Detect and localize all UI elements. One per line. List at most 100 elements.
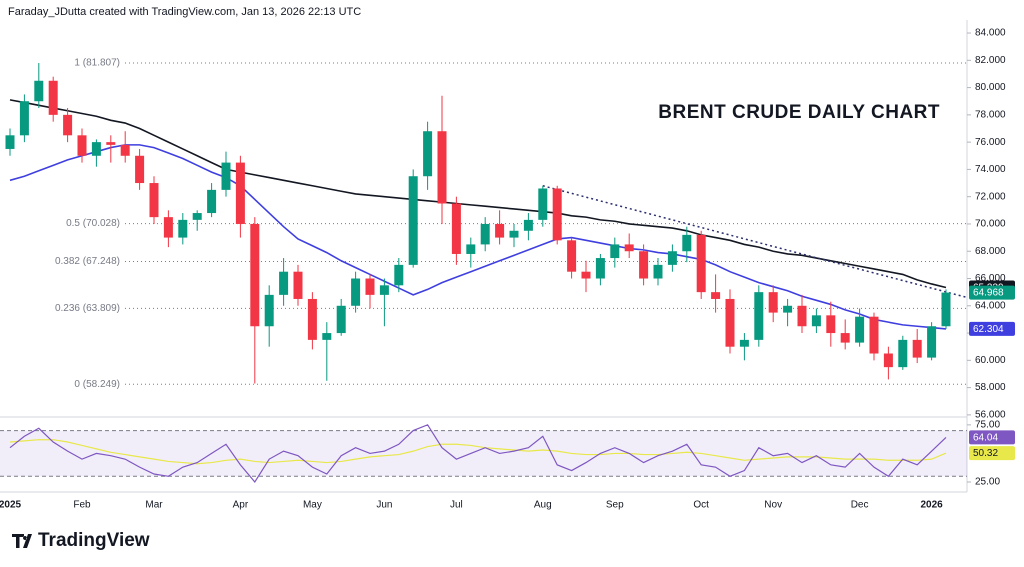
candle-body bbox=[480, 223, 490, 245]
fib-label: 0.382 (67.248) bbox=[55, 256, 120, 267]
candle-body bbox=[221, 162, 231, 190]
candle-body bbox=[495, 223, 505, 238]
price-label-box bbox=[969, 321, 1015, 336]
chart-title: BRENT CRUDE DAILY CHART bbox=[658, 102, 940, 123]
candle-body bbox=[178, 219, 188, 238]
candle-body bbox=[667, 251, 677, 265]
candle-body bbox=[581, 271, 591, 279]
y-tick-label: 56.000 bbox=[975, 410, 1006, 421]
candle-body bbox=[192, 213, 202, 220]
candle-body bbox=[423, 131, 433, 177]
price-label-box bbox=[969, 430, 1015, 445]
candle-body bbox=[898, 339, 908, 368]
rsi-band bbox=[0, 430, 967, 477]
candle-body bbox=[48, 80, 58, 115]
candle-body bbox=[322, 333, 332, 340]
x-tick-label: Nov bbox=[764, 500, 782, 511]
candle-body bbox=[365, 278, 375, 295]
y-tick-label: 80.000 bbox=[975, 82, 1006, 93]
candle-body bbox=[91, 142, 101, 156]
candle-body bbox=[639, 251, 649, 279]
candle-body bbox=[725, 298, 735, 347]
candle-body bbox=[739, 339, 749, 347]
candle-body bbox=[120, 144, 130, 156]
rsi-line bbox=[9, 424, 947, 484]
price-label: 64.968 bbox=[973, 288, 1004, 299]
candle-body bbox=[783, 305, 793, 313]
fib-label: 0.5 (70.028) bbox=[66, 218, 120, 229]
y-tick-label: 68.000 bbox=[975, 246, 1006, 257]
logo: TradingView bbox=[12, 530, 150, 551]
candle-body bbox=[509, 230, 519, 238]
x-tick-label: Feb bbox=[73, 500, 91, 511]
y-tick-label: 70.000 bbox=[975, 219, 1006, 230]
y-tick-label: 84.000 bbox=[975, 28, 1006, 39]
candle-body bbox=[336, 305, 346, 334]
x-tick-label: Sep bbox=[606, 500, 624, 511]
x-tick-label: May bbox=[303, 500, 322, 511]
candle-body bbox=[927, 326, 937, 358]
fib-label: 0.236 (63.809) bbox=[55, 303, 120, 314]
logo-text: TradingView bbox=[38, 530, 150, 551]
candle-body bbox=[711, 292, 721, 299]
candle-body bbox=[437, 131, 447, 204]
y-tick-label: 66.000 bbox=[975, 273, 1006, 284]
candle-body bbox=[768, 292, 778, 313]
candle-body bbox=[523, 219, 533, 231]
price-label-box bbox=[969, 446, 1015, 461]
candle-body bbox=[696, 234, 706, 293]
candle-body bbox=[754, 292, 764, 340]
logo-icon bbox=[12, 534, 32, 548]
fib-label: 1 (81.807) bbox=[74, 58, 120, 69]
candle-body bbox=[466, 244, 476, 254]
y-tick-label: 75.00 bbox=[975, 419, 1000, 430]
candle-body bbox=[682, 234, 692, 252]
y-tick-label: 78.000 bbox=[975, 110, 1006, 121]
candle-body bbox=[351, 278, 361, 306]
candle-body bbox=[826, 315, 836, 334]
y-tick-label: 72.000 bbox=[975, 191, 1006, 202]
candle-body bbox=[250, 223, 260, 327]
moving-average bbox=[9, 99, 947, 289]
candle-body bbox=[610, 244, 620, 259]
x-tick-label: Aug bbox=[534, 500, 552, 511]
candle-body bbox=[235, 162, 245, 224]
trendline bbox=[542, 185, 968, 299]
x-tick-label: Jul bbox=[450, 500, 463, 511]
candle-body bbox=[149, 183, 159, 218]
candle-body bbox=[5, 135, 15, 149]
candle-body bbox=[595, 258, 605, 279]
rsi-line bbox=[9, 439, 947, 465]
x-tick-label: Dec bbox=[851, 500, 869, 511]
candle-body bbox=[34, 80, 44, 102]
candle-body bbox=[840, 333, 850, 343]
x-tick-label: Jun bbox=[376, 500, 392, 511]
candle-body bbox=[264, 294, 274, 327]
x-tick-label: 2026 bbox=[920, 500, 943, 511]
x-tick-label: Oct bbox=[693, 500, 709, 511]
y-tick-label: 58.000 bbox=[975, 382, 1006, 393]
y-tick-label: 64.000 bbox=[975, 300, 1006, 311]
candle-body bbox=[653, 264, 663, 279]
candle-body bbox=[869, 316, 879, 354]
candle-body bbox=[63, 114, 73, 136]
x-tick-label: Mar bbox=[145, 500, 163, 511]
candle-body bbox=[207, 189, 217, 214]
candle-body bbox=[135, 155, 145, 184]
y-tick-label: 82.000 bbox=[975, 55, 1006, 66]
candle-body bbox=[106, 142, 116, 145]
candle-body bbox=[394, 264, 404, 286]
price-label-box bbox=[969, 285, 1015, 300]
candle-body bbox=[883, 353, 893, 368]
candle-body bbox=[797, 305, 807, 327]
fib-label: 0 (58.249) bbox=[74, 379, 120, 390]
y-tick-label: 25.00 bbox=[975, 477, 1000, 488]
candle-body bbox=[811, 315, 821, 327]
candle-body bbox=[912, 339, 922, 358]
header: Faraday_JDutta created with TradingView.… bbox=[8, 6, 361, 18]
candle-body bbox=[379, 285, 389, 295]
price-label: 50.32 bbox=[973, 448, 998, 459]
candle-body bbox=[163, 217, 173, 238]
candle-body bbox=[293, 271, 303, 299]
